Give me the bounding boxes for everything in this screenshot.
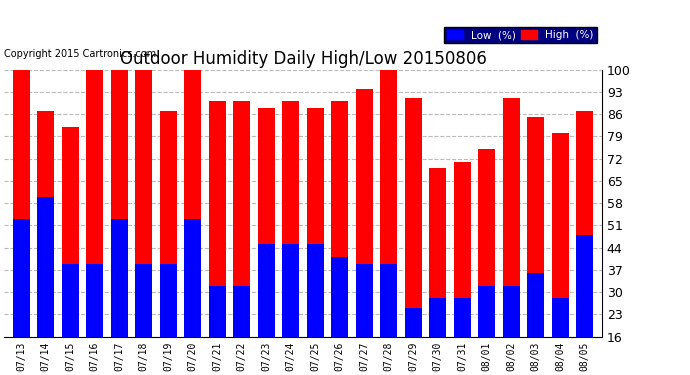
Bar: [552, 133, 569, 375]
Bar: [307, 108, 324, 375]
Bar: [576, 111, 593, 375]
Bar: [257, 244, 275, 375]
Legend: Low  (%), High  (%): Low (%), High (%): [444, 27, 597, 44]
Bar: [257, 108, 275, 375]
Bar: [356, 264, 373, 375]
Bar: [159, 111, 177, 375]
Bar: [331, 102, 348, 375]
Bar: [478, 286, 495, 375]
Bar: [86, 264, 104, 375]
Bar: [135, 70, 152, 375]
Bar: [405, 308, 422, 375]
Bar: [527, 273, 544, 375]
Bar: [12, 219, 30, 375]
Bar: [12, 70, 30, 375]
Bar: [110, 70, 128, 375]
Title: Outdoor Humidity Daily High/Low 20150806: Outdoor Humidity Daily High/Low 20150806: [119, 50, 486, 68]
Bar: [233, 286, 250, 375]
Bar: [454, 298, 471, 375]
Bar: [208, 102, 226, 375]
Bar: [282, 102, 299, 375]
Bar: [233, 102, 250, 375]
Bar: [429, 298, 446, 375]
Bar: [405, 98, 422, 375]
Bar: [208, 286, 226, 375]
Bar: [135, 264, 152, 375]
Bar: [184, 70, 201, 375]
Bar: [307, 244, 324, 375]
Bar: [37, 197, 55, 375]
Bar: [503, 98, 520, 375]
Bar: [380, 264, 397, 375]
Bar: [61, 127, 79, 375]
Text: Copyright 2015 Cartronics.com: Copyright 2015 Cartronics.com: [4, 49, 157, 59]
Bar: [61, 264, 79, 375]
Bar: [110, 219, 128, 375]
Bar: [37, 111, 55, 375]
Bar: [503, 286, 520, 375]
Bar: [184, 219, 201, 375]
Bar: [356, 89, 373, 375]
Bar: [86, 70, 104, 375]
Bar: [454, 162, 471, 375]
Bar: [331, 257, 348, 375]
Bar: [429, 168, 446, 375]
Bar: [576, 235, 593, 375]
Bar: [527, 117, 544, 375]
Bar: [552, 298, 569, 375]
Bar: [478, 149, 495, 375]
Bar: [159, 264, 177, 375]
Bar: [282, 244, 299, 375]
Bar: [380, 70, 397, 375]
